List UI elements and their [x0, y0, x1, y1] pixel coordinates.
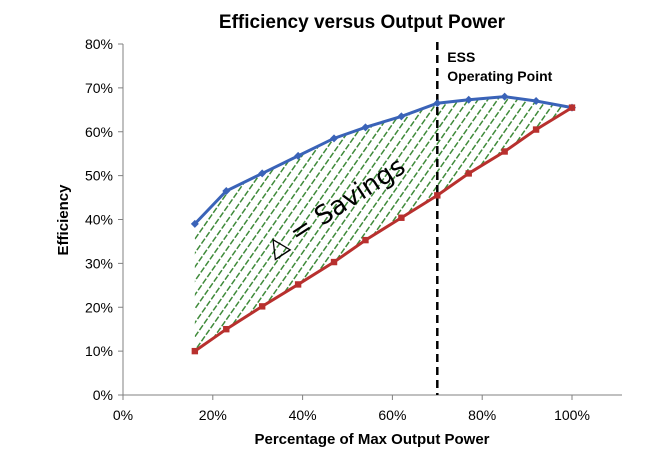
data-point: [568, 104, 576, 111]
y-tick-label: 20%: [85, 299, 113, 315]
data-point: [190, 219, 199, 228]
x-tick-label: 60%: [378, 407, 406, 423]
x-tick-label: 40%: [289, 407, 317, 423]
x-ticks: 0% 20% 40% 60% 80% 100%: [113, 395, 590, 423]
data-point: [258, 169, 267, 178]
data-point: [223, 325, 230, 333]
data-point: [465, 170, 472, 177]
data-point: [500, 92, 509, 101]
series-line: [193, 95, 573, 225]
data-point: [258, 303, 266, 310]
data-point: [191, 347, 199, 355]
y-tick-label: 80%: [85, 36, 113, 52]
x-tick-label: 20%: [199, 407, 227, 423]
data-point: [434, 192, 441, 199]
x-tick-label: 0%: [113, 407, 133, 423]
y-ticks: 0% 10% 20% 30% 40% 50% 60% 70% 80%: [85, 36, 123, 403]
data-point: [361, 123, 370, 132]
operating-point-label: Operating Point: [447, 68, 552, 84]
data-point: [532, 126, 540, 133]
data-point: [532, 97, 541, 106]
data-point: [294, 281, 302, 288]
series-line: [193, 106, 573, 353]
ess-label: ESS: [447, 49, 475, 65]
data-point: [501, 148, 508, 155]
y-axis-label: Efficiency: [55, 184, 72, 256]
y-tick-label: 30%: [85, 255, 113, 271]
y-tick-label: 0%: [93, 387, 113, 403]
series-2: [191, 104, 576, 355]
x-tick-label: 100%: [554, 407, 590, 423]
y-tick-label: 50%: [85, 168, 113, 184]
x-tick-label: 80%: [468, 407, 496, 423]
chart-title: Efficiency versus Output Power: [219, 12, 506, 33]
y-tick-label: 60%: [85, 124, 113, 140]
data-point: [330, 258, 338, 266]
y-tick-label: 40%: [85, 212, 113, 228]
data-point: [433, 99, 442, 108]
data-point: [464, 95, 473, 104]
x-axis-label: Percentage of Max Output Power: [254, 431, 489, 448]
data-point: [294, 151, 303, 160]
data-point: [222, 186, 231, 195]
y-tick-label: 10%: [85, 343, 113, 359]
data-point: [330, 134, 339, 143]
data-point: [397, 112, 406, 121]
series-layer: [190, 92, 576, 355]
data-point: [398, 214, 405, 221]
y-tick-label: 70%: [85, 80, 113, 96]
data-point: [362, 236, 369, 244]
